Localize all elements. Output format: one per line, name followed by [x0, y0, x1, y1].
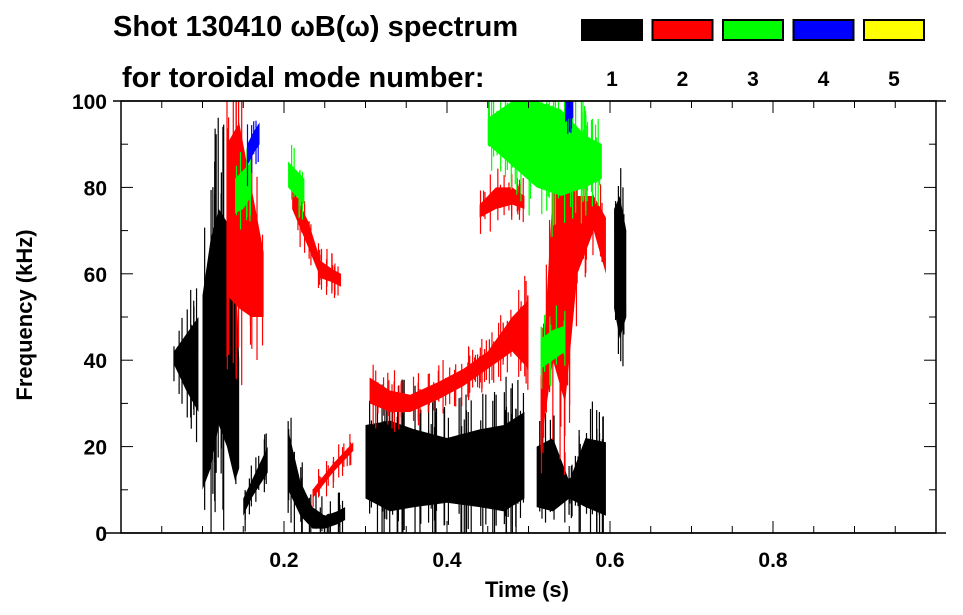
y-tick-label: 80 — [84, 177, 107, 200]
x-tick-label: 0.4 — [432, 549, 462, 572]
x-axis-label: Time (s) — [485, 577, 569, 602]
y-tick-label: 60 — [84, 264, 107, 287]
legend-label-mode-1: 1 — [606, 68, 618, 91]
plot-area — [173, 101, 627, 533]
spectral-feature-mode-2 — [292, 187, 342, 287]
legend-label-mode-4: 4 — [818, 68, 830, 91]
legend-swatch-mode-4 — [792, 19, 855, 41]
legend-swatch-mode-5 — [863, 19, 925, 41]
legend: 1 2 3 4 5 — [581, 19, 925, 91]
legend-label-mode-2: 2 — [677, 68, 689, 91]
y-tick-label: 40 — [84, 350, 107, 373]
legend-swatch-mode-1 — [581, 19, 643, 41]
spectral-feature-mode-1 — [288, 429, 346, 529]
x-tick-label: 0.2 — [269, 549, 298, 572]
legend-label-mode-3: 3 — [747, 68, 759, 91]
legend-swatch-mode-3 — [722, 19, 784, 41]
chart-subtitle: for toroidal mode number: — [122, 62, 485, 94]
y-tick-label: 20 — [84, 437, 107, 460]
spectral-feature-mode-2 — [540, 165, 606, 447]
chart-title: Shot 130410 ωB(ω) spectrum — [113, 11, 518, 43]
y-tick-label: 0 — [95, 523, 107, 546]
x-tick-label: 0.8 — [758, 549, 788, 572]
x-tick-label: 0.6 — [595, 549, 624, 572]
legend-label-mode-5: 5 — [888, 68, 900, 91]
spectral-feature-mode-1 — [173, 317, 199, 413]
spectral-feature-mode-2 — [369, 299, 529, 413]
legend-swatch-mode-2 — [651, 19, 714, 41]
y-axis-label: Frequency (kHz) — [12, 229, 37, 400]
axes: 0.2 0.4 0.6 0.8 0 20 40 60 80 100 — [72, 91, 946, 572]
y-tick-label: 100 — [72, 91, 107, 114]
spectral-feature-mode-3 — [540, 325, 566, 369]
